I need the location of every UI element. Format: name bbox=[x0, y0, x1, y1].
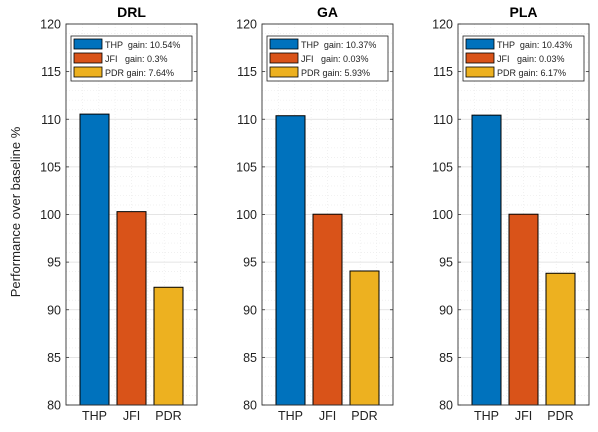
y-tick-label: 105 bbox=[432, 160, 453, 174]
y-tick-label: 100 bbox=[236, 208, 257, 222]
legend-swatch bbox=[269, 52, 299, 64]
y-tick-label: 105 bbox=[236, 160, 257, 174]
y-tick-label: 90 bbox=[439, 303, 453, 317]
legend-entry: THP gain: 10.37% bbox=[301, 40, 376, 50]
y-tick-label: 115 bbox=[237, 65, 257, 79]
chart-panel-ga: THP JFI PDR 80 85 90 95 100 105 110 115 120 GA THP ga… bbox=[236, 4, 394, 423]
legend-entry: PDR gain: 6.17% bbox=[497, 68, 566, 78]
x-tick-label: THP bbox=[82, 409, 107, 423]
y-tick-label: 110 bbox=[41, 113, 61, 127]
y-tick-label: 85 bbox=[243, 351, 257, 365]
y-tick-label: 105 bbox=[40, 160, 61, 174]
legend-entry: PDR gain: 5.93% bbox=[301, 68, 370, 78]
legend-swatch bbox=[269, 38, 299, 50]
legend-entry: PDR gain: 7.64% bbox=[105, 68, 174, 78]
x-tick-label: PDR bbox=[351, 409, 377, 423]
y-tick-label: 90 bbox=[243, 303, 257, 317]
y-tick-label: 95 bbox=[243, 256, 257, 270]
chart-panel-pla: THP JFI PDR 80 85 90 95 100 105 110 115 120 PLA THP g… bbox=[432, 4, 590, 423]
y-tick-label: 85 bbox=[439, 351, 453, 365]
x-tick-label: JFI bbox=[515, 409, 532, 423]
y-tick-label: 115 bbox=[433, 65, 453, 79]
y-tick-label: 90 bbox=[47, 303, 61, 317]
y-tick-label: 80 bbox=[243, 399, 257, 413]
bar-pdr bbox=[545, 272, 576, 406]
legend: THP gain: 10.37% JFI gain: 0.03% PDR gain:… bbox=[266, 35, 389, 82]
bar-thp bbox=[79, 113, 110, 406]
legend: THP gain: 10.54% JFI gain: 0.3% PDR gain: … bbox=[70, 35, 193, 82]
bar-pdr bbox=[349, 270, 380, 406]
chart-panel-drl: THP JFI PDR 80 85 90 95 100 105 110 115 120 DRL THP g… bbox=[40, 4, 198, 423]
x-tick-label: JFI bbox=[123, 409, 140, 423]
legend-swatch bbox=[73, 52, 103, 64]
legend-entry: JFI gain: 0.03% bbox=[497, 54, 565, 64]
legend: THP gain: 10.43% JFI gain: 0.03% PDR gain:… bbox=[462, 35, 585, 82]
bar-pdr bbox=[153, 286, 184, 406]
legend-swatch bbox=[465, 66, 495, 78]
y-tick-label: 120 bbox=[236, 18, 257, 32]
y-tick-label: 100 bbox=[432, 208, 453, 222]
bar-jfi bbox=[116, 211, 147, 406]
axes-box bbox=[457, 23, 590, 406]
axes-box bbox=[65, 23, 198, 406]
y-tick-label: 80 bbox=[47, 399, 61, 413]
bar-jfi bbox=[508, 213, 539, 406]
y-tick-label: 120 bbox=[40, 18, 61, 32]
legend-entry: THP gain: 10.54% bbox=[105, 40, 180, 50]
y-tick-label: 85 bbox=[47, 351, 61, 365]
x-tick-label: PDR bbox=[155, 409, 181, 423]
bar-jfi bbox=[312, 213, 343, 406]
legend-entry: THP gain: 10.43% bbox=[497, 40, 572, 50]
axes-box bbox=[261, 23, 394, 406]
y-tick-label: 95 bbox=[47, 256, 61, 270]
y-tick-label: 110 bbox=[237, 113, 257, 127]
y-axis-label: Performance over baseline % bbox=[8, 126, 23, 297]
y-tick-label: 100 bbox=[40, 208, 61, 222]
y-tick-label: 120 bbox=[432, 18, 453, 32]
y-tick-label: 115 bbox=[41, 65, 61, 79]
y-tick-label: 95 bbox=[439, 256, 453, 270]
x-tick-label: THP bbox=[474, 409, 499, 423]
legend-swatch bbox=[73, 38, 103, 50]
x-tick-label: THP bbox=[278, 409, 303, 423]
legend-swatch bbox=[465, 52, 495, 64]
chart-title: DRL bbox=[117, 4, 146, 20]
chart-title: GA bbox=[317, 4, 338, 20]
legend-entry: JFI gain: 0.3% bbox=[105, 54, 168, 64]
bar-thp bbox=[275, 115, 306, 406]
legend-swatch bbox=[465, 38, 495, 50]
legend-swatch bbox=[73, 66, 103, 78]
y-tick-label: 80 bbox=[439, 399, 453, 413]
x-tick-label: PDR bbox=[547, 409, 573, 423]
x-tick-label: JFI bbox=[319, 409, 336, 423]
legend-swatch bbox=[269, 66, 299, 78]
bar-thp bbox=[471, 114, 502, 406]
y-tick-label: 110 bbox=[433, 113, 453, 127]
chart-title: PLA bbox=[510, 4, 538, 20]
legend-entry: JFI gain: 0.03% bbox=[301, 54, 369, 64]
